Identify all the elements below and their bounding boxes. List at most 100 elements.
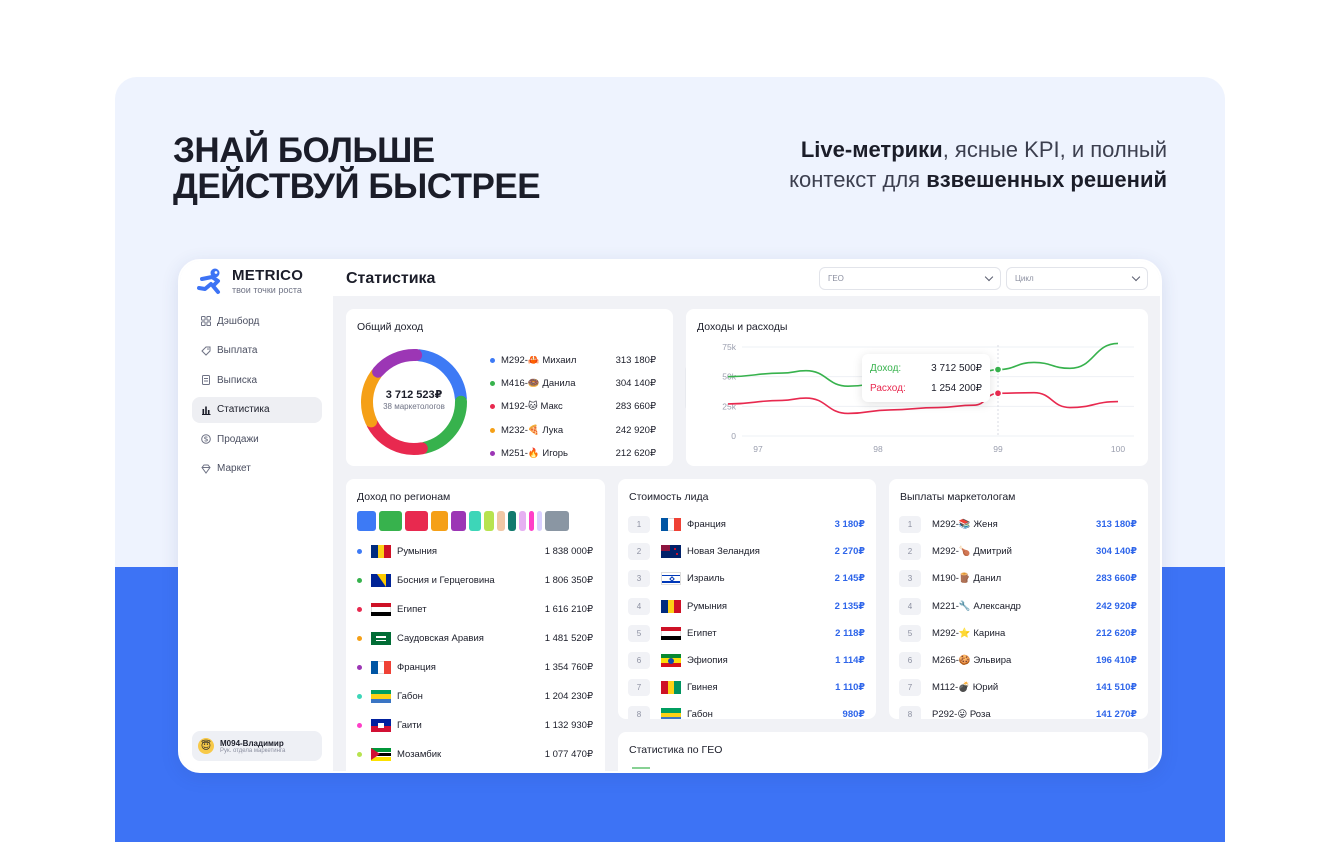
country-name: Гвинея [687, 682, 718, 694]
region-name: Гаити [397, 720, 422, 731]
brand-tagline: твои точки роста [232, 285, 302, 295]
list-item[interactable]: 6 Эфиопия 1 114₽ [628, 647, 865, 674]
list-item[interactable]: 3 M190-🪵 Данил 283 660₽ [899, 565, 1137, 592]
list-item[interactable]: 3 Израиль 2 145₽ [628, 565, 865, 592]
sidebar-item-sales[interactable]: Продажи [192, 426, 322, 452]
lead-cost-value: 980₽ [842, 709, 865, 719]
sidebar-item-label: Выплата [217, 345, 258, 357]
rank-number: 8 [899, 706, 921, 719]
list-item[interactable]: 2 Новая Зеландия 2 270₽ [628, 538, 865, 565]
flag-icon [661, 599, 681, 613]
list-item[interactable]: 2 M292-🍗 Дмитрий 304 140₽ [899, 538, 1137, 565]
rank-number: 7 [899, 679, 921, 697]
sidebar-nav: Дэшборд Выплата Выписка Статистика Прода… [192, 308, 322, 486]
list-item[interactable]: 8 Габон 980₽ [628, 701, 865, 719]
list-item[interactable]: Франция 1 354 760₽ [357, 653, 593, 682]
region-share-segment[interactable] [451, 511, 466, 531]
income-legend: M292-🦀 Михаил 313 180₽ M416-🍩 Данила 304 14… [490, 349, 656, 465]
cycle-select-placeholder: Цикл [1015, 274, 1034, 283]
region-color-dot [357, 752, 362, 757]
marketer-name: M221-🔧 Александр [932, 600, 1021, 612]
region-name: Габон [397, 691, 423, 702]
donut-slice[interactable] [372, 349, 423, 378]
x-tick-label: 100 [1111, 444, 1125, 454]
region-share-segment[interactable] [357, 511, 376, 531]
payout-value: 283 660₽ [1096, 573, 1137, 585]
list-item[interactable]: Мозамбик 1 077 470₽ [357, 740, 593, 769]
hero-headline: Знай больше действуй быстрее [173, 133, 541, 205]
hero-sub-bold-2: взвешенных решений [926, 167, 1167, 192]
region-share-segment[interactable] [545, 511, 569, 531]
list-item[interactable]: 7 Гвинея 1 110₽ [628, 674, 865, 701]
region-share-segment[interactable] [405, 511, 428, 531]
donut-slice[interactable] [366, 418, 428, 455]
diamond-icon [201, 464, 211, 474]
rank-number: 5 [899, 624, 921, 642]
marketer-name: M292-⭐ Карина [932, 627, 1006, 639]
sidebar-item-statistics[interactable]: Статистика [192, 396, 322, 423]
region-share-segment[interactable] [469, 511, 481, 531]
list-item[interactable]: 7 M112-💣 Юрий 141 510₽ [899, 674, 1137, 701]
region-share-segment[interactable] [537, 511, 542, 531]
regions-card: Доход по регионам Румыния 1 838 000₽ Босни… [346, 479, 605, 771]
sidebar-item-statement[interactable]: Выписка [192, 367, 322, 393]
donut-slice[interactable] [361, 368, 383, 428]
region-value: 1 481 520₽ [544, 633, 593, 644]
brand-logo[interactable]: METRICO твои точки роста [196, 267, 303, 295]
rank-number: 8 [628, 706, 650, 719]
list-item[interactable]: Румыния 1 838 000₽ [357, 537, 593, 566]
expense-series-line[interactable] [727, 391, 1119, 415]
sidebar-item-market[interactable]: Маркет [192, 456, 322, 482]
region-share-segment[interactable] [431, 511, 448, 531]
region-share-segment[interactable] [508, 511, 516, 531]
list-item[interactable]: 6 M265-🍪 Эльвира 196 410₽ [899, 647, 1137, 674]
rank-number: 6 [899, 652, 921, 670]
list-item[interactable]: Габон 1 204 230₽ [357, 682, 593, 711]
sidebar-item-dashboard[interactable]: Дэшборд [192, 308, 322, 334]
hover-point[interactable] [993, 388, 1003, 398]
user-name: M094-Владимир [220, 738, 284, 748]
region-color-dot [357, 694, 362, 699]
cycle-select[interactable]: Цикл [1006, 267, 1148, 290]
list-item[interactable]: Египет 1 616 210₽ [357, 595, 593, 624]
list-item[interactable]: Гаити 1 132 930₽ [357, 711, 593, 740]
region-color-dot [357, 549, 362, 554]
user-role: Рук. отдела маркетинга [220, 747, 286, 754]
lead-cost-value: 2 270₽ [834, 546, 865, 558]
payout-value: 141 510₽ [1096, 682, 1137, 694]
list-item[interactable]: 1 Франция 3 180₽ [628, 511, 865, 538]
list-item[interactable]: 1 M292-📚 Женя 313 180₽ [899, 511, 1137, 538]
lead-cost-value: 1 110₽ [835, 682, 865, 694]
list-item[interactable]: 4 M221-🔧 Александр 242 920₽ [899, 593, 1137, 620]
country-name: Франция [687, 519, 726, 531]
sidebar-item-payout[interactable]: Выплата [192, 338, 322, 364]
marketer-name: M292-🍗 Дмитрий [932, 546, 1012, 558]
flag-icon [371, 690, 391, 703]
chevron-down-icon [984, 272, 994, 282]
list-item[interactable]: 5 M292-⭐ Карина 212 620₽ [899, 620, 1137, 647]
donut-slice[interactable] [413, 349, 467, 405]
country-name: Израиль [687, 573, 725, 585]
region-share-segment[interactable] [519, 511, 526, 531]
list-item[interactable]: Саудовская Аравия 1 481 520₽ [357, 624, 593, 653]
region-value: 1 806 350₽ [544, 575, 593, 586]
marketer-name: M265-🍪 Эльвира [932, 655, 1012, 667]
region-share-segment[interactable] [497, 511, 505, 531]
region-share-segment[interactable] [379, 511, 402, 531]
card-title: Выплаты маркетологам [900, 491, 1016, 503]
user-card[interactable]: 😇 M094-Владимир Рук. отдела маркетинга [192, 731, 322, 761]
donut-slice[interactable] [419, 395, 467, 454]
hover-point[interactable] [993, 365, 1003, 374]
list-item[interactable]: 4 Румыния 2 135₽ [628, 593, 865, 620]
region-value: 1 354 760₽ [544, 662, 593, 673]
region-share-segment[interactable] [484, 511, 494, 531]
list-item[interactable]: 8 P292-😛 Роза 141 270₽ [899, 701, 1137, 719]
x-tick-label: 98 [873, 444, 883, 454]
document-icon [202, 375, 210, 386]
geo-select[interactable]: ГЕО [819, 267, 1001, 290]
list-item[interactable]: 5 Египет 2 118₽ [628, 620, 865, 647]
list-item[interactable]: Босния и Герцеговина 1 806 350₽ [357, 566, 593, 595]
sidebar-item-label: Статистика [217, 404, 270, 416]
region-share-segment[interactable] [529, 511, 534, 531]
x-tick-label: 99 [993, 444, 1003, 454]
